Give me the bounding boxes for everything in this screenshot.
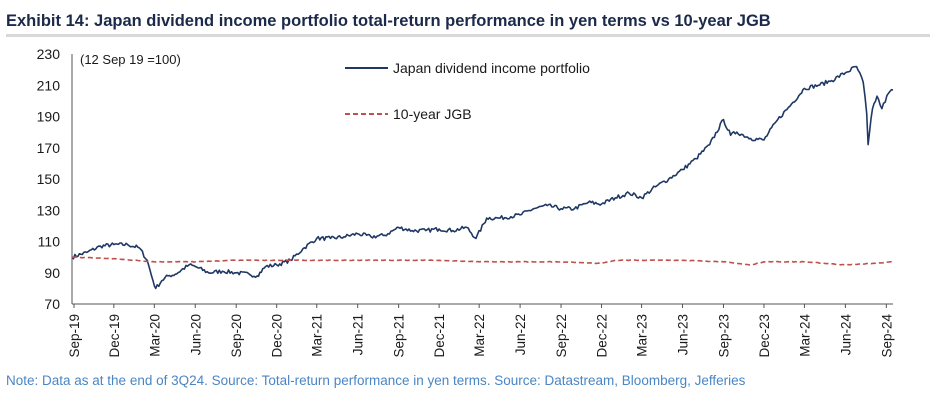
plot-area: 70 90 110 130 150 170 190 210 230 Sep-19 Dec-19 Ma…: [37, 46, 895, 358]
portfolio-series-line: [71, 65, 894, 290]
y-tick-label: 130: [37, 202, 61, 218]
x-tick-label: Mar-22: [472, 314, 487, 357]
chart-title: Exhibit 14: Japan dividend income portfo…: [6, 5, 930, 37]
x-tick-label: Dec-21: [432, 314, 447, 358]
legend: Japan dividend income portfolio 10-year …: [345, 60, 590, 122]
x-tick-label: Jun-23: [676, 314, 691, 355]
x-tick-label: Jun-24: [838, 314, 853, 356]
line-chart: 70 90 110 130 150 170 190 210 230 Sep-19 Dec-19 Ma…: [37, 46, 895, 358]
y-tick-label: 170: [37, 140, 61, 156]
x-tick-label: Mar-23: [635, 314, 650, 357]
legend-label-jgb: 10-year JGB: [393, 106, 472, 122]
base-annotation: (12 Sep 19 =100): [80, 52, 181, 67]
x-tick-label: Jun-21: [351, 314, 366, 355]
x-tick-label: Sep-22: [554, 314, 569, 358]
x-tick-label: Dec-23: [757, 314, 772, 358]
x-tick-label: Sep-20: [229, 314, 244, 358]
x-tick-label: Jun-22: [513, 314, 528, 355]
y-tick-label: 190: [37, 109, 61, 125]
y-tick-label: 90: [44, 265, 60, 281]
legend-label-portfolio: Japan dividend income portfolio: [393, 60, 590, 76]
y-tick-label: 110: [38, 234, 61, 250]
y-tick-label: 70: [44, 296, 60, 312]
y-tick-label: 210: [37, 77, 61, 93]
source-note: Note: Data as at the end of 3Q24. Source…: [6, 373, 746, 388]
x-tick-label: Mar-24: [797, 314, 812, 357]
y-tick-label: 230: [37, 46, 61, 62]
x-tick-label: Mar-21: [310, 314, 325, 357]
x-tick-label: Dec-20: [270, 314, 285, 358]
jgb-series-line: [71, 256, 894, 266]
x-tick-label: Mar-20: [147, 314, 162, 357]
x-tick-label: Sep-21: [392, 314, 407, 358]
y-tick-label: 150: [37, 171, 61, 187]
x-tick-label: Sep-19: [67, 314, 82, 358]
x-tick-label: Dec-22: [595, 314, 610, 358]
series-lines: [71, 65, 894, 290]
x-tick-label: Sep-23: [716, 314, 731, 358]
x-tick-label: Dec-19: [107, 314, 122, 358]
x-tick-label: Sep-24: [879, 314, 894, 358]
y-tick-labels: 70 90 110 130 150 170 190 210 230: [37, 46, 61, 312]
x-tick-label: Jun-20: [188, 314, 203, 355]
x-tick-labels: Sep-19 Dec-19 Mar-20 Jun-20 Sep-20 Dec-20 Mar-…: [67, 304, 894, 358]
